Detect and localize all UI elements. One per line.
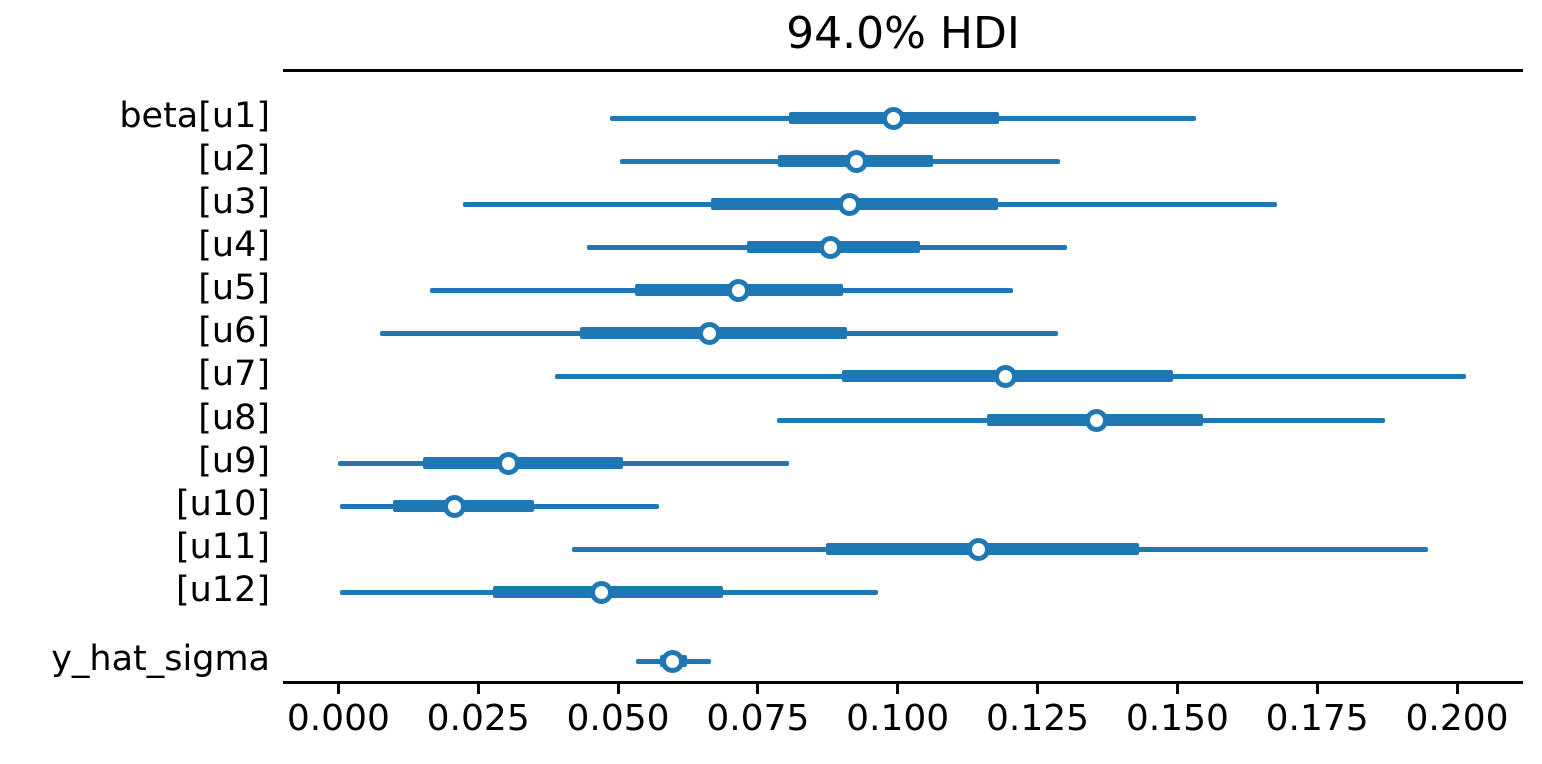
x-tick — [1455, 682, 1459, 694]
bottom-axis-spine — [283, 681, 1523, 684]
row-label: [u3] — [198, 182, 270, 222]
row-label: [u7] — [198, 354, 270, 394]
median-marker — [881, 106, 905, 130]
row-label: [u2] — [198, 139, 270, 179]
top-axis-spine — [283, 69, 1523, 72]
x-tick-label: 0.100 — [846, 698, 950, 739]
median-marker — [497, 451, 521, 475]
row-label: [u4] — [198, 225, 270, 265]
chart-title: 94.0% HDI — [786, 8, 1020, 59]
x-tick-label: 0.075 — [706, 698, 810, 739]
median-marker — [443, 494, 467, 518]
x-tick — [616, 682, 620, 694]
x-tick — [336, 682, 340, 694]
row-label: beta[u1] — [119, 96, 270, 136]
iqr-line — [422, 457, 623, 469]
x-tick — [756, 682, 760, 694]
x-tick-label: 0.175 — [1265, 698, 1369, 739]
x-tick — [1175, 682, 1179, 694]
x-tick-label: 0.150 — [1125, 698, 1229, 739]
median-marker — [590, 580, 614, 604]
median-marker — [966, 537, 990, 561]
row-label: [u9] — [198, 441, 270, 481]
median-marker — [837, 192, 861, 216]
x-tick — [1036, 682, 1039, 694]
row-label: [u8] — [198, 398, 270, 438]
median-marker — [660, 649, 684, 673]
x-tick-label: 0.000 — [286, 698, 390, 739]
median-marker — [845, 149, 869, 173]
x-tick — [1315, 682, 1319, 694]
x-tick-label: 0.200 — [1405, 698, 1509, 739]
row-label: [u6] — [198, 311, 270, 351]
median-marker — [993, 364, 1017, 388]
row-label: [u10] — [175, 484, 270, 524]
x-tick — [476, 682, 480, 694]
x-tick — [896, 682, 900, 694]
row-label: [u5] — [198, 268, 270, 308]
median-marker — [698, 321, 722, 345]
x-tick-label: 0.025 — [426, 698, 530, 739]
median-marker — [818, 235, 842, 259]
median-marker — [1085, 408, 1109, 432]
x-tick-label: 0.125 — [985, 698, 1090, 739]
row-label: [u12] — [175, 570, 270, 610]
row-label: y_hat_sigma — [51, 639, 270, 679]
x-tick-label: 0.050 — [566, 698, 670, 739]
row-label: [u11] — [175, 527, 270, 567]
median-marker — [726, 278, 750, 302]
